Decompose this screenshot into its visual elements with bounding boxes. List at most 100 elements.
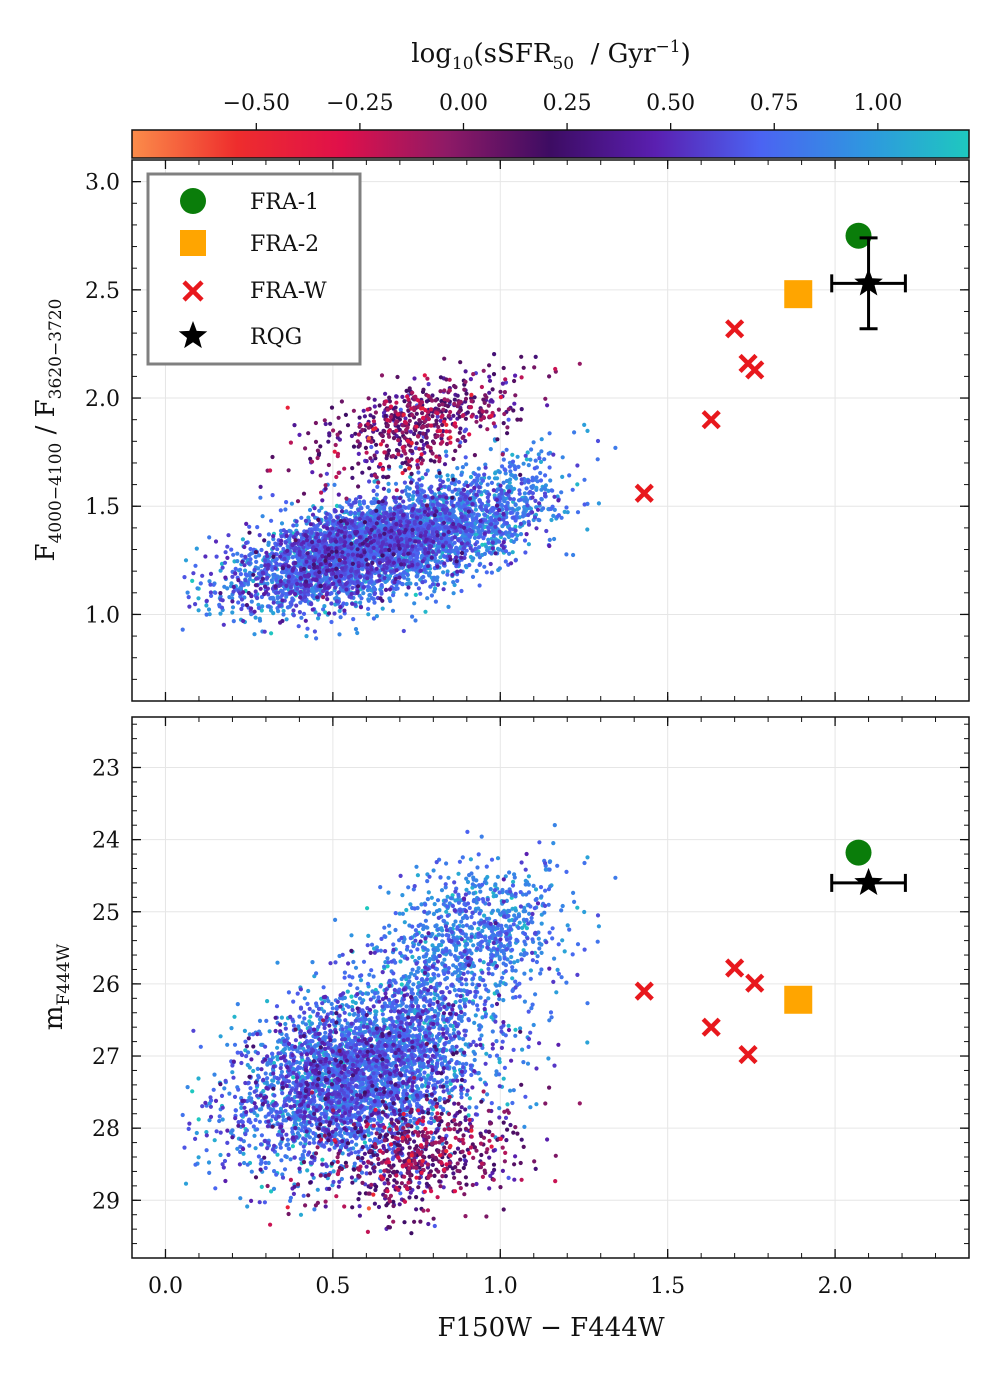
background-point [364,557,369,562]
background-point [266,604,272,609]
background-point [231,589,236,594]
background-point [182,575,187,580]
background-point [280,598,285,603]
background-point [437,470,442,476]
background-point [365,584,371,589]
background-point [476,551,481,556]
background-point [316,612,322,617]
background-point [282,556,287,561]
background-point [326,585,331,591]
background-point [426,564,431,569]
background-point [409,480,414,485]
background-point [353,531,358,536]
background-point [467,496,473,501]
background-point [242,544,247,550]
background-point [432,589,437,594]
background-point [406,551,411,556]
background-point [368,540,373,545]
background-point [477,555,482,560]
background-point [564,552,569,557]
background-point [244,521,249,527]
background-point [328,515,333,520]
background-point [329,619,334,625]
background-point [333,574,339,580]
background-point [438,375,443,380]
background-point [386,464,392,469]
background-point [331,571,336,576]
background-point [430,531,435,537]
background-point [357,499,362,504]
background-point [351,444,357,449]
background-point [455,569,460,574]
background-point [510,459,516,464]
background-point [442,462,448,467]
background-point [458,426,463,431]
background-point [468,377,473,382]
background-point [455,466,460,471]
background-point [494,503,500,508]
background-point [409,513,415,519]
background-point [464,391,469,396]
background-point [374,508,379,513]
background-point [280,589,285,594]
background-point [247,577,252,582]
background-point [290,598,295,603]
background-point [510,506,515,511]
background-point [465,483,470,489]
background-point [384,565,389,571]
background-point [491,527,496,532]
background-point [392,543,397,548]
background-point [446,477,451,482]
background-point [497,566,502,571]
background-point [415,490,420,495]
background-point [362,520,367,525]
background-point [208,571,214,577]
background-point [253,554,258,560]
background-point [275,547,280,552]
background-point [349,591,354,597]
background-point [423,609,428,614]
background-point [456,550,461,556]
background-point [260,570,265,575]
background-point [231,584,236,590]
background-point [552,536,557,542]
background-point [340,550,345,555]
background-point [400,489,405,494]
background-point [435,564,440,569]
background-point [419,438,424,443]
background-point [487,378,493,383]
background-point [193,563,198,568]
background-point [295,586,300,591]
background-point [315,543,320,548]
background-point [328,576,333,581]
background-point [387,399,392,404]
background-point [559,490,564,495]
background-point [375,484,380,489]
background-point [383,547,388,552]
background-point [369,444,374,450]
background-point [491,372,497,377]
background-point [280,593,285,598]
background-point [371,415,376,420]
background-point [253,589,258,594]
background-point [530,478,535,483]
background-point [204,603,209,608]
background-point [477,524,482,529]
background-point [451,456,456,462]
background-point [369,567,374,572]
background-point [413,618,418,623]
background-point [426,512,431,518]
background-point [368,549,373,554]
background-point [329,405,335,410]
background-point [231,619,236,624]
background-point [457,430,462,435]
background-point [410,506,416,511]
background-point [460,465,465,470]
background-point [379,583,384,588]
background-point [353,431,358,436]
background-point [306,431,311,436]
background-point [415,553,420,558]
background-point [353,627,359,632]
background-point [455,578,460,584]
background-point [508,496,513,501]
